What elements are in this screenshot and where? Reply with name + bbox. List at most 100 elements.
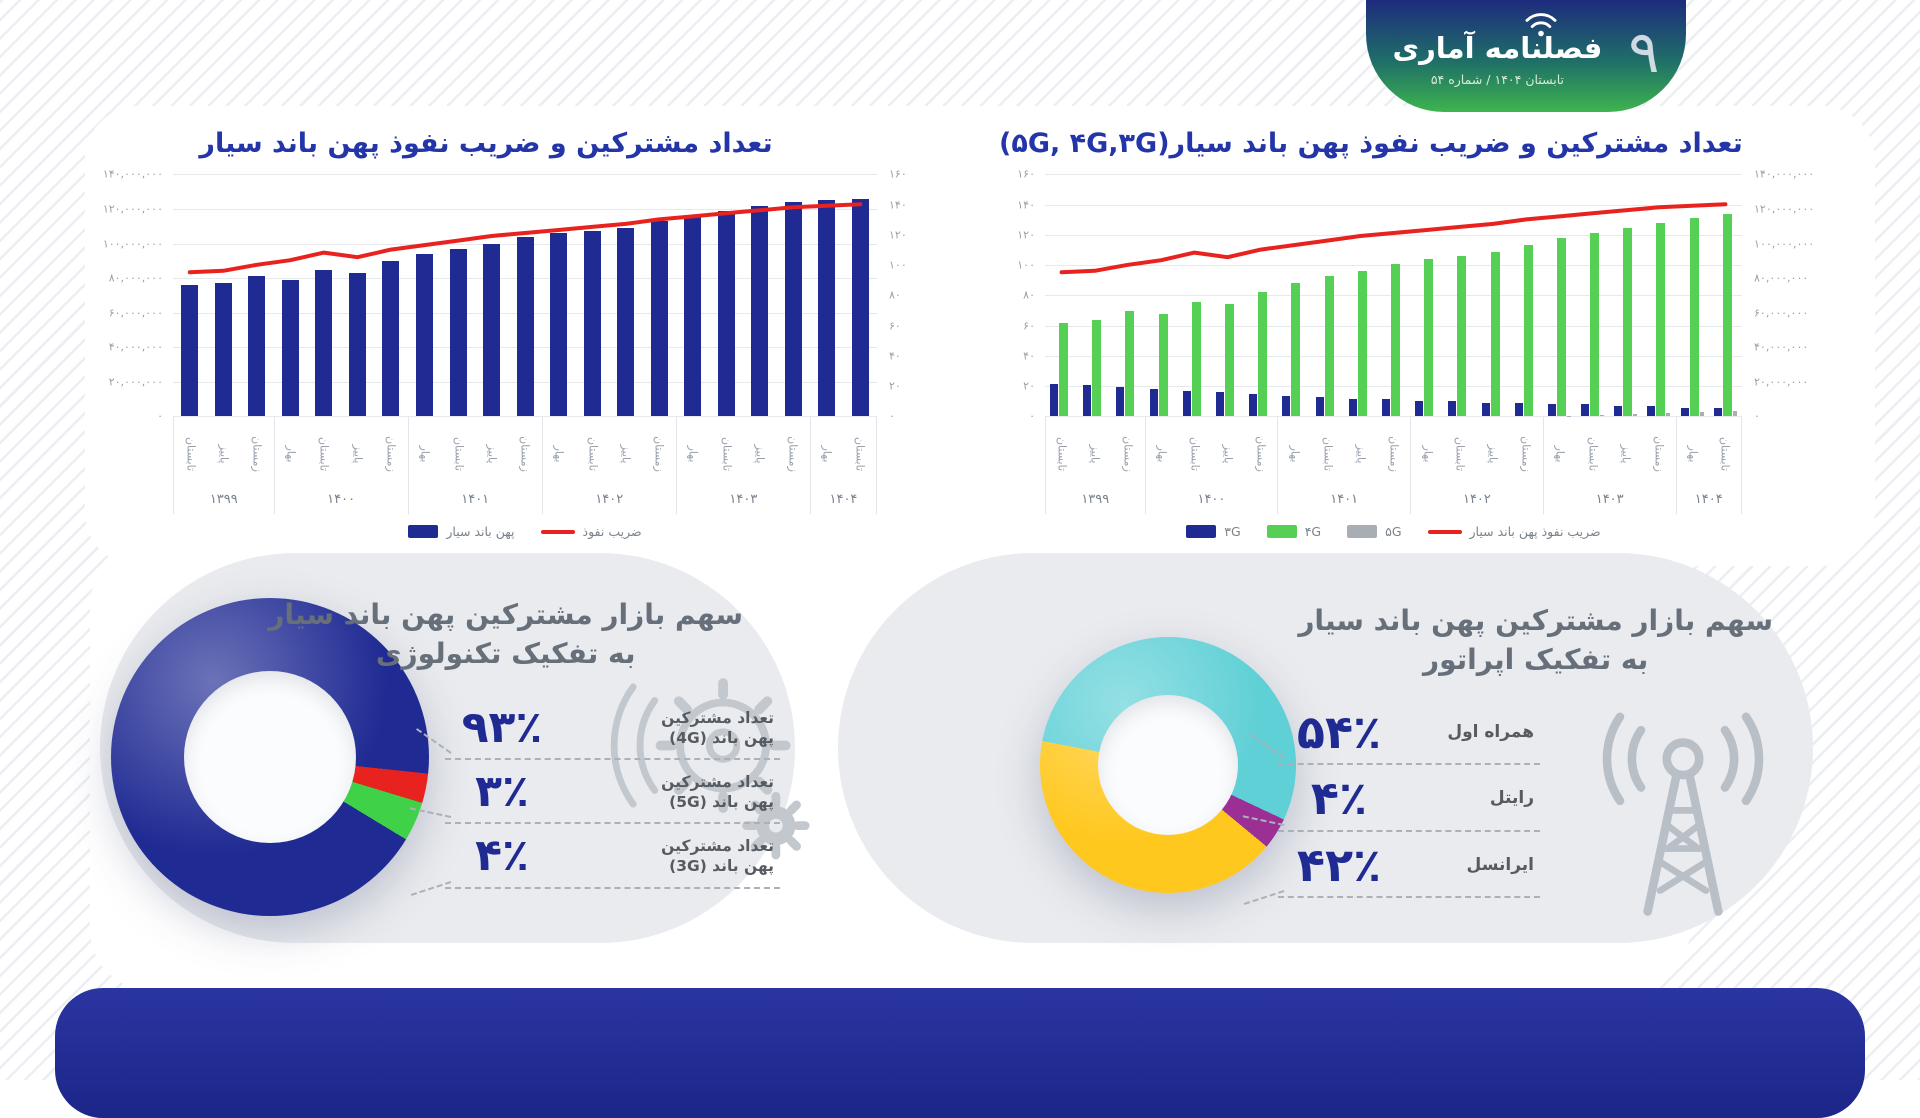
technology-donut-chart bbox=[111, 598, 429, 916]
year-label: ۱۴۰۲ bbox=[595, 492, 624, 508]
quarter-labels: بهار تابستان پاییز زمستان bbox=[1278, 416, 1410, 488]
bar-5g-18 bbox=[1666, 412, 1671, 417]
bar-3g-19 bbox=[1680, 407, 1689, 417]
quarter-label: تابستان bbox=[1718, 437, 1732, 472]
share-row-rightel: ۴٪ رایتل bbox=[1278, 774, 1540, 832]
bar-slot bbox=[777, 202, 811, 417]
bar-broadband-17 bbox=[751, 205, 769, 417]
infographic-page: { "header": { "logo_name": "فصلنامه آمار… bbox=[0, 0, 1920, 1080]
bar-3g-8 bbox=[1315, 397, 1324, 417]
quarter-label: بهار bbox=[1155, 445, 1169, 463]
bar-slot bbox=[609, 228, 643, 417]
share-label: تعداد مشترکین پهن باند (4G) bbox=[661, 708, 774, 748]
share-row-irancell: ۴۲٪ ایرانسل bbox=[1278, 840, 1540, 898]
bar-broadband-10 bbox=[516, 236, 534, 417]
quarter-labels: تابستان پاییز زمستان bbox=[174, 416, 274, 488]
y-axis-label: ۰ bbox=[157, 409, 163, 423]
y-axis-right: ۱۶۰ ۱۴۰ ۱۲۰ ۱۰۰ ۸۰ ۶۰ ۴۰ ۲۰ ۰ bbox=[877, 168, 947, 423]
bar-3g-7 bbox=[1282, 395, 1291, 417]
bar-broadband-20 bbox=[851, 198, 869, 417]
y-axis-label: ۸۰ bbox=[889, 288, 901, 302]
quarter-label: زمستان bbox=[786, 436, 800, 473]
bar-4g-4 bbox=[1191, 302, 1201, 417]
y-axis-label: ۲۰ bbox=[1023, 379, 1035, 393]
bar-slot bbox=[1145, 314, 1178, 417]
share-row-4g: ۹۳٪ تعداد مشترکین پهن باند (4G) bbox=[445, 704, 780, 761]
footer-bar bbox=[55, 988, 1865, 1118]
bar-slot bbox=[307, 269, 341, 417]
bar-4g-13 bbox=[1490, 252, 1500, 417]
page-number: ۹ bbox=[1628, 18, 1660, 86]
operator-share-panel: سهم بازار مشترکین پهن باند سیار به تفکیک… bbox=[838, 553, 1813, 943]
quarter-label: تابستان bbox=[853, 437, 867, 472]
legend-item: ۳G bbox=[1186, 524, 1241, 539]
year-group-۱۴۰۲: بهار تابستان پاییز زمستان ۱۴۰۲ bbox=[1410, 416, 1543, 515]
bar-broadband-2 bbox=[248, 276, 266, 417]
y-axis-left: ۱۶۰ ۱۴۰ ۱۲۰ ۱۰۰ ۸۰ ۶۰ ۴۰ ۲۰ ۰ bbox=[995, 168, 1045, 423]
year-label: ۱۳۹۹ bbox=[1081, 492, 1110, 508]
quarter-label: بهار bbox=[284, 445, 298, 463]
x-axis: تابستان پاییز زمستان ۱۳۹۹ بهار تابستان پاییز زم… bbox=[173, 416, 877, 515]
legend-item: ضریب نفوذ پهن باند سیار bbox=[1427, 524, 1601, 539]
penetration-line bbox=[187, 202, 863, 275]
gridline bbox=[1045, 204, 1742, 206]
year-label: ۱۴۰۲ bbox=[1462, 492, 1491, 508]
bar-slot bbox=[1045, 323, 1078, 417]
y-axis-label: ۰ bbox=[889, 409, 895, 423]
bar-slot bbox=[1642, 222, 1675, 417]
bar-slot bbox=[676, 215, 710, 417]
legend-bar-swatch bbox=[1347, 525, 1378, 539]
bar-slot bbox=[1443, 255, 1476, 417]
y-axis-label: ۰ bbox=[1029, 409, 1035, 423]
bar-slot bbox=[374, 260, 408, 417]
year-label: ۱۴۰۳ bbox=[729, 492, 758, 508]
bar-4g-5 bbox=[1225, 304, 1235, 417]
quarter-label: زمستان bbox=[1254, 436, 1268, 473]
quarter-label: زمستان bbox=[1652, 436, 1666, 473]
bar-slot bbox=[1311, 276, 1344, 417]
quarter-label: تابستان bbox=[452, 437, 466, 472]
quarter-labels: بهار تابستان پاییز زمستان bbox=[677, 416, 810, 488]
bars-layer bbox=[1045, 174, 1742, 417]
y-axis-label: ۱۰۰ bbox=[889, 258, 907, 272]
bar-slot bbox=[274, 279, 308, 417]
bar-broadband-8 bbox=[449, 248, 467, 417]
bar-4g-20 bbox=[1722, 214, 1732, 417]
bar-slot bbox=[1178, 302, 1211, 417]
bar-broadband-11 bbox=[550, 233, 568, 417]
quarter-label: زمستان bbox=[1121, 436, 1135, 473]
bar-slot bbox=[1344, 271, 1377, 417]
year-label: ۱۴۰۱ bbox=[461, 492, 490, 508]
y-axis-label: ۸۰,۰۰۰,۰۰۰ bbox=[108, 271, 163, 285]
gridline bbox=[1045, 174, 1742, 176]
quarter-label: تابستان bbox=[1586, 437, 1600, 472]
y-axis-label: ۶۰,۰۰۰,۰۰۰ bbox=[1754, 306, 1809, 320]
share-label: همراه اول bbox=[1447, 722, 1534, 743]
share-label: تعداد مشترکین پهن باند (5G) bbox=[661, 773, 774, 812]
panel-title-line2: به تفکیک اپراتور bbox=[1422, 643, 1649, 677]
quarter-label: بهار bbox=[1553, 445, 1567, 463]
legend-item: ۴G bbox=[1266, 524, 1321, 539]
gridline bbox=[173, 416, 877, 418]
bar-3g-18 bbox=[1647, 406, 1656, 417]
operator-donut-chart bbox=[1040, 637, 1296, 893]
year-group-۱۴۰۴: بهار تابستان ۱۴۰۴ bbox=[1675, 416, 1742, 515]
quarter-labels: بهار تابستان bbox=[1677, 416, 1741, 488]
legend-item: ضریب نفوذ bbox=[540, 524, 642, 539]
chart-body: ۱۴۰,۰۰۰,۰۰۰ ۱۲۰,۰۰۰,۰۰۰ ۱۰۰,۰۰۰,۰۰۰ ۸۰,۰۰۰,… bbox=[95, 168, 947, 423]
quarter-label: زمستان bbox=[384, 436, 398, 473]
bar-4g-2 bbox=[1125, 311, 1135, 417]
bar-4g-6 bbox=[1258, 291, 1268, 417]
y-axis-label: ۶۰ bbox=[889, 319, 901, 333]
year-group-۱۴۰۳: بهار تابستان پاییز زمستان ۱۴۰۳ bbox=[1542, 416, 1676, 515]
bar-slot bbox=[1111, 311, 1144, 417]
chart-legend: پهن باند سیار ضریب نفوذ bbox=[173, 524, 877, 539]
year-group-۱۴۰۱: بهار تابستان پاییز زمستان ۱۴۰۱ bbox=[1277, 416, 1410, 515]
bar-4g-16 bbox=[1590, 233, 1600, 417]
bar-broadband-5 bbox=[348, 272, 366, 417]
bar-3g-20 bbox=[1713, 407, 1722, 417]
bar-4g-11 bbox=[1424, 259, 1434, 417]
quarter-label: بهار bbox=[1421, 445, 1435, 463]
bar-3g-11 bbox=[1415, 400, 1424, 417]
quarter-label: زمستان bbox=[250, 436, 264, 473]
